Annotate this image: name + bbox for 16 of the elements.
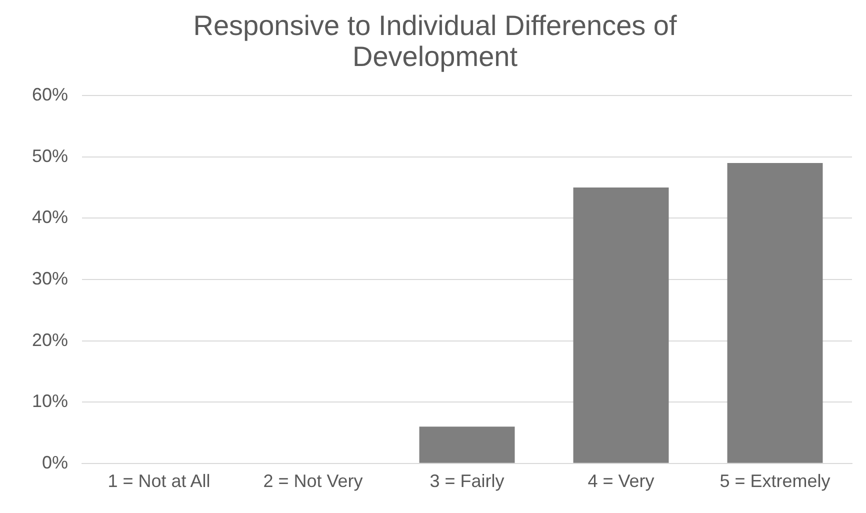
y-tick-label: 50% [32, 146, 68, 166]
y-tick-label: 10% [32, 391, 68, 412]
bar [419, 426, 515, 463]
y-tick-label: 40% [32, 207, 68, 228]
y-tick-label: 60% [32, 84, 68, 105]
x-tick-label: 1 = Not at All [108, 471, 210, 492]
y-tick-label: 30% [32, 268, 68, 288]
x-tick-label: 3 = Fairly [430, 471, 504, 492]
x-tick-label: 2 = Not Very [263, 471, 363, 492]
y-tick-label: 0% [42, 452, 68, 472]
y-tick-label: 20% [32, 330, 68, 350]
chart-title: Responsive to Individual Differences of Development [193, 10, 677, 72]
x-tick-label: 4 = Very [588, 471, 654, 492]
bar [727, 163, 823, 463]
bar [573, 188, 669, 463]
x-tick-label: 5 = Extremely [720, 471, 830, 492]
